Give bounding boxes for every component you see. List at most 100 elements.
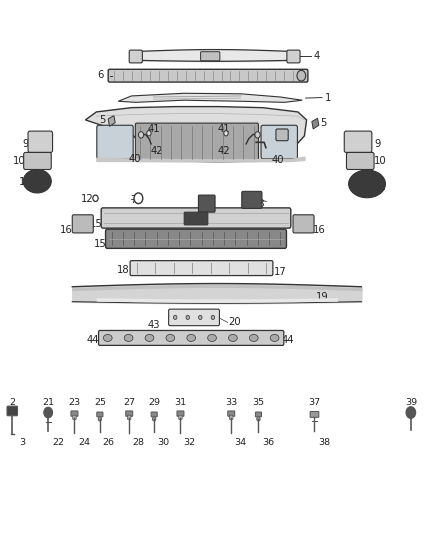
Text: 5: 5	[99, 115, 105, 125]
FancyBboxPatch shape	[106, 229, 286, 248]
Ellipse shape	[23, 169, 51, 193]
FancyBboxPatch shape	[127, 415, 131, 419]
Text: 40: 40	[129, 154, 141, 164]
Text: 3: 3	[267, 143, 273, 152]
Ellipse shape	[208, 334, 216, 342]
Text: 15: 15	[90, 220, 103, 229]
Polygon shape	[312, 118, 319, 129]
Circle shape	[93, 195, 98, 201]
FancyBboxPatch shape	[130, 261, 273, 276]
Text: 16: 16	[60, 225, 73, 235]
Text: 2: 2	[289, 127, 295, 136]
Text: 5: 5	[320, 118, 326, 127]
Circle shape	[134, 193, 143, 204]
Text: 6: 6	[98, 70, 104, 79]
Ellipse shape	[124, 334, 133, 342]
Text: 20: 20	[228, 318, 240, 327]
Circle shape	[198, 315, 202, 320]
Text: 10: 10	[374, 157, 386, 166]
FancyBboxPatch shape	[169, 309, 219, 326]
FancyBboxPatch shape	[129, 50, 142, 63]
Text: 27: 27	[123, 399, 135, 407]
FancyBboxPatch shape	[126, 411, 133, 416]
FancyBboxPatch shape	[71, 411, 78, 416]
FancyBboxPatch shape	[72, 215, 93, 233]
Text: 44: 44	[87, 335, 99, 345]
Text: 4: 4	[313, 51, 319, 61]
FancyBboxPatch shape	[201, 52, 220, 61]
FancyBboxPatch shape	[346, 152, 374, 169]
Text: 9: 9	[374, 139, 381, 149]
Text: 9: 9	[22, 139, 28, 149]
FancyBboxPatch shape	[228, 411, 235, 416]
FancyBboxPatch shape	[276, 129, 288, 141]
Circle shape	[406, 407, 416, 418]
Polygon shape	[108, 116, 115, 126]
Text: 41: 41	[217, 124, 230, 134]
Text: 42: 42	[151, 147, 163, 156]
Text: 23: 23	[68, 399, 81, 407]
FancyBboxPatch shape	[28, 131, 53, 152]
FancyBboxPatch shape	[261, 125, 297, 159]
Text: 17: 17	[274, 267, 287, 277]
FancyBboxPatch shape	[179, 415, 182, 419]
FancyBboxPatch shape	[73, 415, 76, 419]
FancyBboxPatch shape	[344, 131, 372, 152]
Text: 16: 16	[312, 225, 325, 235]
FancyBboxPatch shape	[99, 330, 284, 345]
FancyBboxPatch shape	[135, 123, 258, 161]
Text: 24: 24	[78, 438, 90, 447]
FancyBboxPatch shape	[108, 69, 308, 82]
Circle shape	[98, 417, 102, 421]
FancyBboxPatch shape	[287, 50, 300, 63]
Text: 11: 11	[374, 182, 387, 191]
FancyBboxPatch shape	[242, 191, 262, 208]
Text: 31: 31	[174, 399, 187, 407]
FancyBboxPatch shape	[255, 412, 261, 417]
FancyBboxPatch shape	[7, 406, 18, 416]
Text: 33: 33	[225, 399, 237, 407]
Ellipse shape	[229, 334, 237, 342]
Circle shape	[186, 315, 190, 320]
FancyBboxPatch shape	[198, 195, 215, 212]
Text: 12: 12	[81, 195, 94, 204]
Text: 40: 40	[272, 155, 284, 165]
Text: 42: 42	[217, 147, 230, 156]
Ellipse shape	[187, 334, 195, 342]
Text: 2: 2	[9, 399, 15, 407]
Text: 32: 32	[183, 438, 195, 447]
Text: 26: 26	[102, 438, 115, 447]
Circle shape	[257, 417, 260, 421]
Text: 34: 34	[234, 438, 246, 447]
Circle shape	[297, 70, 306, 81]
Polygon shape	[118, 93, 302, 102]
FancyBboxPatch shape	[310, 411, 319, 417]
Text: 14: 14	[199, 205, 211, 215]
Text: 21: 21	[42, 399, 54, 407]
Polygon shape	[85, 107, 307, 162]
Ellipse shape	[166, 334, 175, 342]
FancyBboxPatch shape	[151, 412, 157, 417]
Circle shape	[44, 407, 53, 418]
Text: 19: 19	[315, 292, 328, 302]
FancyBboxPatch shape	[184, 212, 208, 225]
Circle shape	[147, 131, 151, 136]
FancyBboxPatch shape	[97, 412, 103, 417]
Text: 41: 41	[148, 124, 160, 134]
FancyBboxPatch shape	[97, 125, 133, 159]
Text: 39: 39	[405, 399, 417, 407]
Text: 7: 7	[131, 196, 137, 205]
Text: 28: 28	[132, 438, 144, 447]
Ellipse shape	[249, 334, 258, 342]
FancyBboxPatch shape	[230, 415, 233, 419]
Circle shape	[173, 315, 177, 320]
Ellipse shape	[145, 334, 154, 342]
Circle shape	[255, 132, 260, 138]
Circle shape	[138, 132, 144, 138]
Text: 30: 30	[157, 438, 169, 447]
Text: 3: 3	[19, 438, 25, 447]
FancyBboxPatch shape	[101, 208, 291, 228]
Ellipse shape	[103, 334, 112, 342]
Text: 44: 44	[282, 335, 294, 345]
Text: 37: 37	[308, 399, 321, 407]
